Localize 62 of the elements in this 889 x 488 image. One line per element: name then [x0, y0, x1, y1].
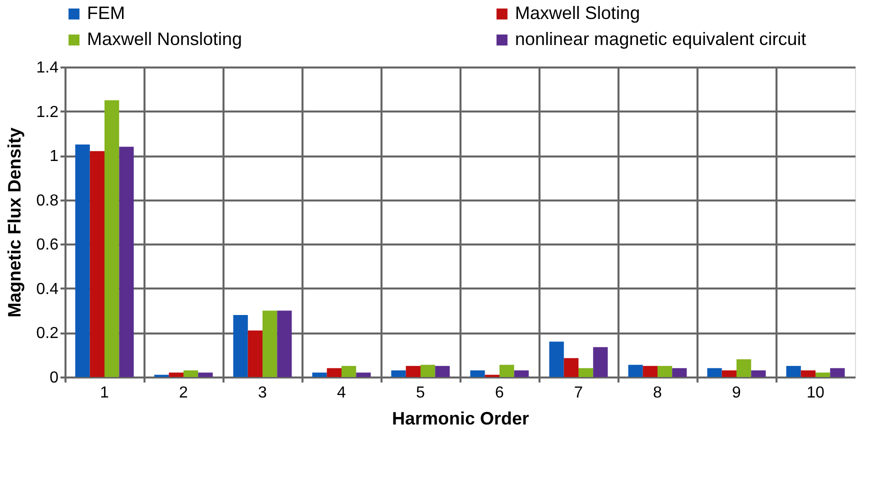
x-tick-label: 3 — [258, 384, 268, 402]
legend-label: nonlinear magnetic equivalent circuit — [515, 29, 806, 49]
legend-label: Maxwell Nonsloting — [87, 29, 242, 49]
bar — [184, 370, 198, 377]
bar — [470, 370, 485, 377]
bar — [90, 151, 104, 377]
bar — [736, 359, 752, 377]
bar — [672, 368, 687, 377]
bar — [722, 370, 736, 377]
legend-label: Maxwell Sloting — [515, 3, 640, 23]
bar — [642, 366, 658, 377]
y-tick-label: 0 — [50, 370, 59, 386]
bar — [628, 364, 643, 377]
x-tick-label: 1 — [100, 384, 110, 402]
bar — [168, 372, 184, 377]
bar — [800, 370, 816, 377]
bar — [830, 368, 845, 377]
bar — [514, 370, 529, 377]
y-tick-label: 1 — [50, 148, 59, 166]
x-axis-title: Harmonic Order — [392, 408, 530, 428]
bar — [262, 310, 278, 377]
bar — [326, 368, 342, 377]
bar — [119, 146, 134, 377]
bar — [248, 330, 262, 377]
bar — [104, 100, 120, 377]
bar — [816, 372, 830, 377]
bar — [198, 372, 213, 377]
bar — [312, 372, 327, 377]
x-tick-label: 10 — [806, 384, 824, 402]
y-tick-label: 0.2 — [36, 325, 59, 342]
x-tick-label: 5 — [416, 384, 426, 402]
bar — [578, 368, 594, 377]
y-tick-label: 0.6 — [36, 236, 59, 254]
y-tick-label: 1.4 — [36, 60, 59, 76]
x-tick-label: 9 — [732, 384, 742, 402]
y-axis-title: Magnetic Flux Density — [4, 127, 24, 318]
y-tick-label: 0.8 — [36, 192, 59, 210]
bar — [406, 366, 420, 377]
bar — [233, 315, 248, 377]
bar — [707, 368, 722, 377]
bar — [435, 366, 450, 377]
bar — [342, 366, 356, 377]
legend-label: FEM — [87, 3, 125, 23]
bar — [786, 366, 801, 377]
bar — [356, 372, 371, 377]
y-tick-label: 1.2 — [36, 104, 59, 121]
bar — [549, 342, 564, 377]
bar — [420, 364, 436, 377]
bar — [593, 347, 608, 377]
bar — [500, 364, 514, 377]
bar — [658, 366, 672, 377]
bar — [391, 370, 406, 377]
bar — [751, 370, 766, 377]
bar — [277, 310, 292, 377]
bar — [564, 358, 578, 377]
x-tick-label: 7 — [574, 384, 584, 402]
x-tick-label: 4 — [337, 384, 346, 402]
bar — [75, 144, 90, 377]
x-tick-label: 2 — [179, 384, 188, 402]
x-tick-label: 6 — [495, 384, 504, 402]
x-tick-label: 8 — [653, 384, 662, 402]
y-tick-label: 0.4 — [36, 280, 59, 298]
